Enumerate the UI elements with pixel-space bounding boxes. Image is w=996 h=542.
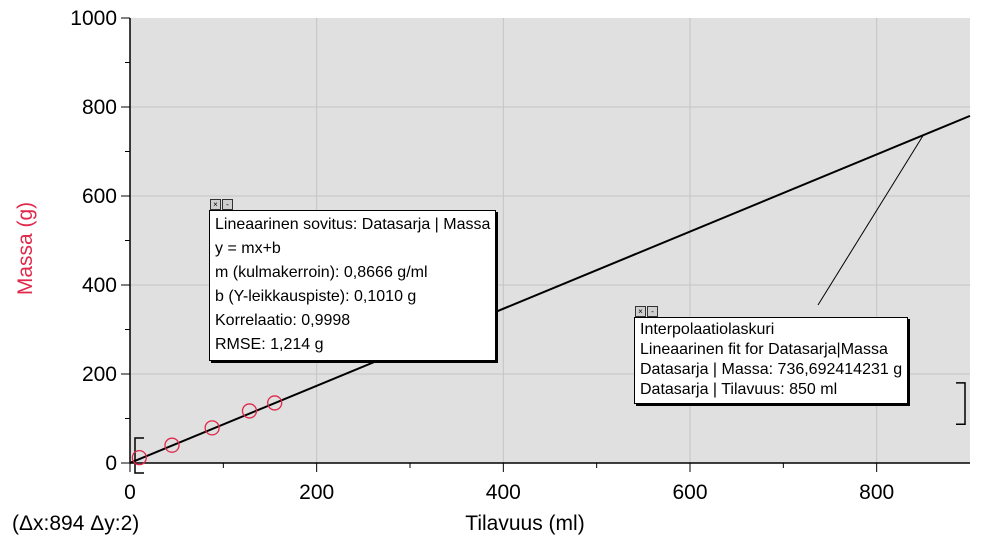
range-brackets — [134, 382, 966, 474]
fit-rmse: RMSE: 1,214 g — [215, 336, 324, 353]
interp-mass: Datasarja | Massa: 736,692414231 g — [640, 361, 903, 378]
data-point — [267, 395, 283, 411]
y-tick-label: 800 — [82, 96, 117, 119]
interpolation-box[interactable]: × - Interpolaatiolaskuri Lineaarinen fit… — [634, 306, 909, 404]
data-markers — [131, 395, 283, 466]
interp-volume: Datasarja | Tilavuus: 850 ml — [640, 381, 838, 398]
x-tick-label: 200 — [299, 481, 334, 504]
fit-slope: m (kulmakerroin): 0,8666 g/ml — [215, 264, 428, 281]
y-axis-label: Massa (g) — [14, 202, 37, 295]
left-range-bracket — [134, 437, 144, 474]
x-tick-label: 600 — [672, 481, 707, 504]
close-icon[interactable]: × — [210, 199, 221, 210]
fit-intercept: b (Y-leikkauspiste): 0,1010 g — [215, 288, 417, 305]
close-icon[interactable]: × — [635, 306, 646, 317]
data-point — [204, 420, 220, 436]
y-tick-label: 1000 — [70, 7, 117, 30]
minimize-icon[interactable]: - — [647, 306, 658, 317]
right-range-bracket — [956, 382, 966, 426]
x-tick-label: 800 — [859, 481, 894, 504]
data-point — [131, 450, 147, 466]
interp-title: Interpolaatiolaskuri — [640, 321, 775, 338]
delta-readout: (Δx:894 Δy:2) — [12, 512, 140, 535]
interpolation-leader-line — [817, 134, 924, 306]
y-tick-label: 400 — [82, 274, 117, 297]
tick-labels: 0 200 400 600 800 0 200 400 600 800 1000 — [70, 7, 894, 504]
y-tick-label: 0 — [105, 452, 117, 475]
fit-equation: y = mx+b — [215, 240, 281, 257]
interp-fit-name: Lineaarinen fit for Datasarja|Massa — [640, 341, 888, 358]
y-tick-label: 600 — [82, 185, 117, 208]
x-axis-label: Tilavuus (ml) — [465, 512, 584, 535]
fit-correlation: Korrelaatio: 0,9998 — [215, 312, 351, 329]
linear-fit-box[interactable]: × - Lineaarinen sovitus: Datasarja | Mas… — [209, 199, 497, 361]
y-tick-label: 200 — [82, 363, 117, 386]
x-tick-label: 400 — [486, 481, 521, 504]
window-buttons: × - — [635, 306, 658, 317]
data-point — [164, 437, 180, 453]
fit-title: Lineaarinen sovitus: Datasarja | Massa — [215, 216, 491, 233]
x-tick-label: 0 — [124, 481, 136, 504]
minimize-icon[interactable]: - — [222, 199, 233, 210]
fit-line — [129, 114, 971, 464]
tick-marks — [121, 17, 878, 472]
data-point — [241, 403, 258, 419]
window-buttons: × - — [210, 199, 233, 210]
